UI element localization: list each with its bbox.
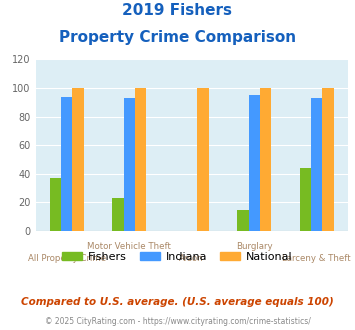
Bar (197, 88, 209, 231)
Text: © 2025 CityRating.com - https://www.cityrating.com/crime-statistics/: © 2025 CityRating.com - https://www.city… (45, 317, 310, 326)
Bar (72, 88, 84, 231)
Bar (135, 88, 146, 231)
Text: Burglary: Burglary (236, 243, 273, 251)
Text: Larceny & Theft: Larceny & Theft (282, 254, 351, 263)
Text: Motor Vehicle Theft: Motor Vehicle Theft (87, 243, 171, 251)
Bar (237, 210, 248, 231)
Bar (50, 178, 61, 231)
Bar (248, 95, 260, 231)
Text: All Property Crime: All Property Crime (28, 254, 106, 263)
Text: Compared to U.S. average. (U.S. average equals 100): Compared to U.S. average. (U.S. average … (21, 297, 334, 307)
Text: 2019 Fishers: 2019 Fishers (122, 3, 233, 18)
Bar (322, 88, 334, 231)
Text: Property Crime Comparison: Property Crime Comparison (59, 30, 296, 45)
Bar (300, 168, 311, 231)
Text: Arson: Arson (179, 254, 204, 263)
Bar (61, 97, 72, 231)
Bar (112, 198, 124, 231)
Bar (311, 98, 322, 231)
Bar (260, 88, 271, 231)
Bar (124, 98, 135, 231)
Legend: Fishers, Indiana, National: Fishers, Indiana, National (58, 248, 297, 267)
